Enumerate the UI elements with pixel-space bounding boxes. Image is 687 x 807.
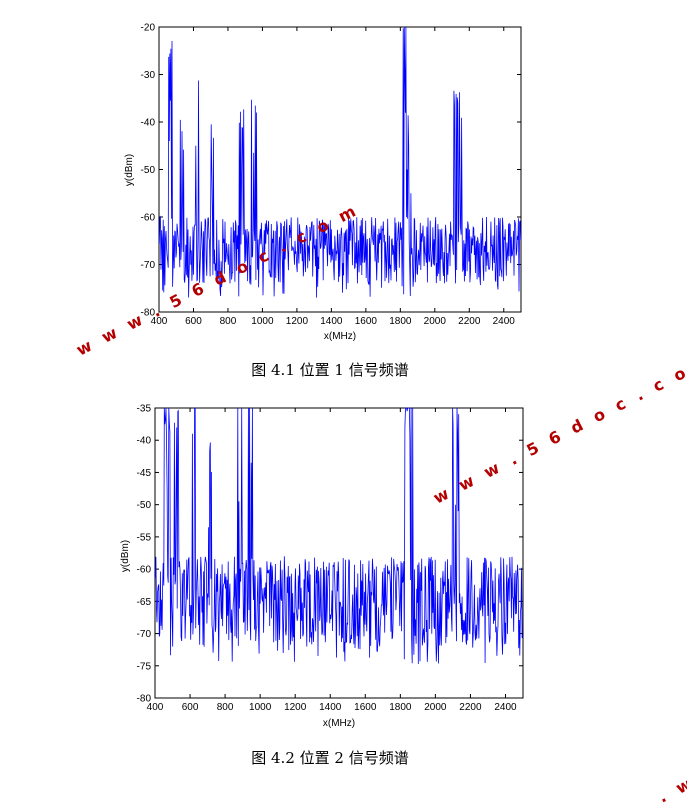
y-tick-label: -80 — [141, 308, 156, 319]
y-tick-label: -70 — [141, 260, 156, 271]
spectrum-line — [158, 26, 522, 298]
y-tick-label: -70 — [137, 629, 152, 640]
x-tick-label: 2400 — [494, 702, 517, 713]
y-tick-label: -55 — [137, 532, 152, 543]
plot-frame — [154, 407, 524, 699]
x-axis-label: x(MHz) — [324, 331, 356, 342]
x-tick-label: 1600 — [355, 316, 378, 327]
y-tick-label: -40 — [141, 118, 156, 129]
y-tick-label: -65 — [137, 597, 152, 608]
y-tick-label: -20 — [141, 23, 156, 34]
figure-caption: 图 4.2 位置 2 信号频谱 — [251, 749, 408, 767]
x-tick-label: 1000 — [251, 316, 274, 327]
spectrum-chart-position-2: -80 -75 -70 -65 -60 -55 -50 -45 -40 -35 400 600 800… — [120, 404, 524, 767]
x-tick-label: 600 — [185, 316, 202, 327]
x-axis-ticks: 400 600 800 1000 1200 1400 1600 1800 2000 2200 240… — [147, 408, 517, 713]
y-tick-label: -80 — [137, 694, 152, 705]
x-tick-label: 2400 — [493, 316, 516, 327]
x-tick-label: 400 — [151, 316, 168, 327]
x-tick-label: 1200 — [286, 316, 309, 327]
x-tick-label: 2000 — [424, 316, 447, 327]
y-tick-label: -30 — [141, 70, 156, 81]
watermark-3: . w — [655, 772, 687, 806]
x-tick-label: 1000 — [249, 702, 272, 713]
y-axis-ticks: -80 -75 -70 -65 -60 -55 -50 -45 -40 -35 — [137, 404, 523, 705]
x-tick-label: 1600 — [354, 702, 377, 713]
x-axis-label: x(MHz) — [323, 718, 355, 729]
y-tick-label: -45 — [137, 468, 152, 479]
y-tick-label: -40 — [137, 436, 152, 447]
spectrum-chart-position-1: -80 -70 -60 -50 -40 -30 -20 400 600 800 1000 1200 1… — [124, 23, 522, 379]
x-tick-label: 2000 — [424, 702, 447, 713]
figure-caption: 图 4.1 位置 1 信号频谱 — [251, 361, 408, 379]
y-tick-label: -50 — [141, 165, 156, 176]
y-axis-label: y(dBm) — [120, 540, 131, 572]
x-tick-label: 1400 — [319, 702, 342, 713]
y-tick-label: -35 — [137, 404, 152, 415]
spectrum-line — [155, 407, 523, 665]
x-tick-label: 800 — [220, 316, 237, 327]
x-tick-label: 1400 — [320, 316, 343, 327]
y-tick-label: -60 — [137, 565, 152, 576]
x-tick-label: 1800 — [389, 316, 412, 327]
x-tick-label: 2200 — [459, 702, 482, 713]
x-tick-label: 800 — [217, 702, 234, 713]
y-axis-ticks: -80 -70 -60 -50 -40 -30 -20 — [141, 23, 521, 319]
x-tick-label: 2200 — [458, 316, 481, 327]
x-tick-label: 400 — [147, 702, 164, 713]
x-axis-ticks: 400 600 800 1000 1200 1400 1600 1800 2000 2200 240… — [151, 27, 516, 327]
y-axis-label: y(dBm) — [124, 154, 135, 186]
x-tick-label: 600 — [182, 702, 199, 713]
y-tick-label: -75 — [137, 661, 152, 672]
x-tick-label: 1800 — [389, 702, 412, 713]
x-tick-label: 1200 — [284, 702, 307, 713]
y-tick-label: -50 — [137, 500, 152, 511]
y-tick-label: -60 — [141, 213, 156, 224]
